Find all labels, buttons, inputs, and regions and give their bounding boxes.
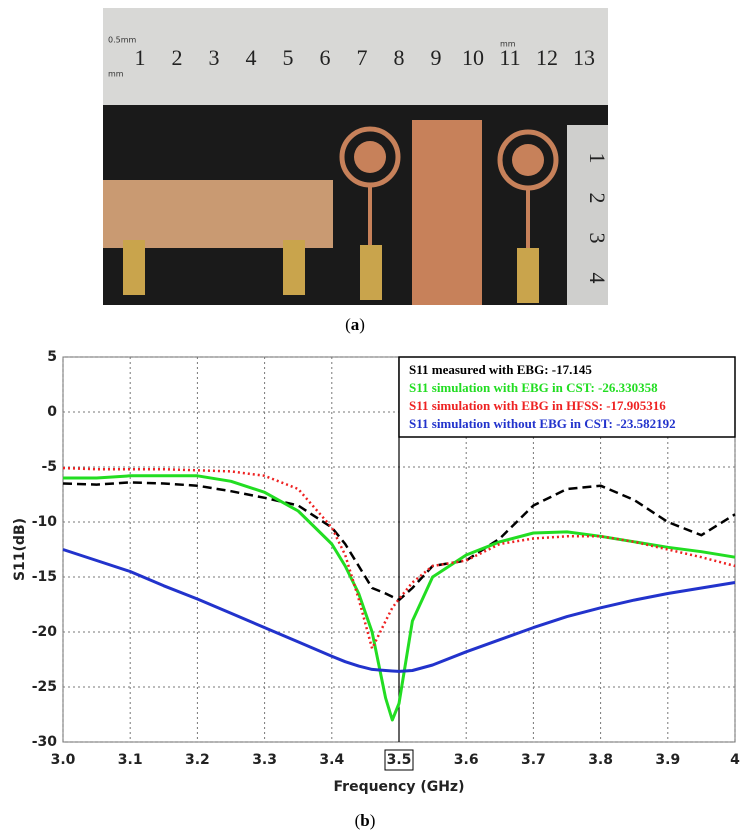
- photo: [103, 8, 608, 305]
- y-tick-label: -10: [32, 514, 58, 530]
- x-tick-label: 3.5: [387, 752, 412, 768]
- ruler-label: 6: [320, 45, 331, 70]
- board: [103, 180, 333, 248]
- ruler-label: 12: [536, 45, 558, 70]
- x-tick-label: 3.7: [521, 752, 546, 768]
- connector: [283, 240, 305, 295]
- ebg-board: [412, 120, 482, 305]
- series-line: [63, 474, 736, 722]
- side-ruler: [567, 125, 608, 305]
- caption: (b): [355, 811, 376, 830]
- y-tick-label: 0: [47, 404, 57, 420]
- ruler-label: 7: [357, 45, 368, 70]
- x-tick-label: 3.0: [51, 752, 76, 768]
- y-tick-label: -25: [32, 679, 57, 695]
- ruler-label: 10: [462, 45, 484, 70]
- x-tick-label: 3.1: [118, 752, 143, 768]
- chart: 5 0 -5 -10 -15 -20 -25 -30 3.0 3.1 3.2 3.3 3.4 3.5 3.6…: [12, 349, 740, 795]
- y-axis-label: S11(dB): [12, 518, 28, 581]
- legend-entry: S11 measured with EBG: -17.145: [409, 362, 592, 377]
- y-tick-label: 5: [47, 349, 57, 365]
- y-tick-label: -5: [41, 459, 57, 475]
- ruler: [103, 8, 608, 105]
- caption-letter: b: [360, 811, 369, 830]
- tick-box: [384, 749, 414, 771]
- y-tick-label: -20: [32, 624, 58, 640]
- x-tick-label: 3.9: [655, 752, 680, 768]
- ruler-label: 3: [209, 45, 220, 70]
- ruler-label: 5: [283, 45, 294, 70]
- side-ruler-label: 2: [585, 193, 610, 204]
- x-tick-label: 3.8: [588, 752, 613, 768]
- ruler-label: 4: [246, 45, 257, 70]
- ruler-label: 1: [135, 45, 146, 70]
- ruler-label: 11: [499, 45, 520, 70]
- x-tick-label: 3.4: [319, 752, 344, 768]
- x-axis-label: Frequency (GHz): [334, 779, 465, 795]
- caption-letter: a: [351, 315, 360, 334]
- x-tick-label: 3.6: [454, 752, 479, 768]
- series-line: [62, 466, 736, 650]
- ruler-label: 2: [172, 45, 183, 70]
- legend-entry: S11 simulation with EBG in HFSS: -17.905…: [409, 398, 666, 413]
- ruler-small-label: mm: [500, 40, 516, 49]
- ruler-label: 8: [394, 45, 405, 70]
- ruler-small-label: mm: [108, 70, 124, 79]
- y-tick-label: -30: [32, 734, 58, 750]
- ruler-small-label: 0.5mm: [108, 36, 137, 45]
- ruler-label: 13: [573, 45, 595, 70]
- feed: [526, 188, 530, 248]
- series-line: [62, 481, 736, 602]
- series-line: [62, 548, 736, 673]
- side-ruler-label: 4: [585, 273, 610, 284]
- connector: [360, 245, 382, 300]
- antenna: [354, 141, 386, 173]
- connector: [517, 248, 539, 303]
- x-tick-label: 4: [730, 752, 740, 768]
- ruler-label: 9: [431, 45, 442, 70]
- side-ruler-label: 1: [585, 153, 610, 164]
- x-tick-label: 3.2: [185, 752, 210, 768]
- caption: (a): [345, 315, 365, 334]
- legend-entry: S11 simulation without EBG in CST: -23.5…: [409, 416, 676, 431]
- feed: [368, 185, 372, 245]
- legend-entry: S11 simulation with EBG in CST: -26.3303…: [409, 380, 658, 395]
- y-tick-label: -15: [32, 569, 57, 585]
- connector: [123, 240, 145, 295]
- side-ruler-label: 3: [585, 233, 610, 244]
- legend-box: [398, 356, 736, 438]
- antenna: [512, 144, 544, 176]
- x-tick-label: 3.3: [252, 752, 277, 768]
